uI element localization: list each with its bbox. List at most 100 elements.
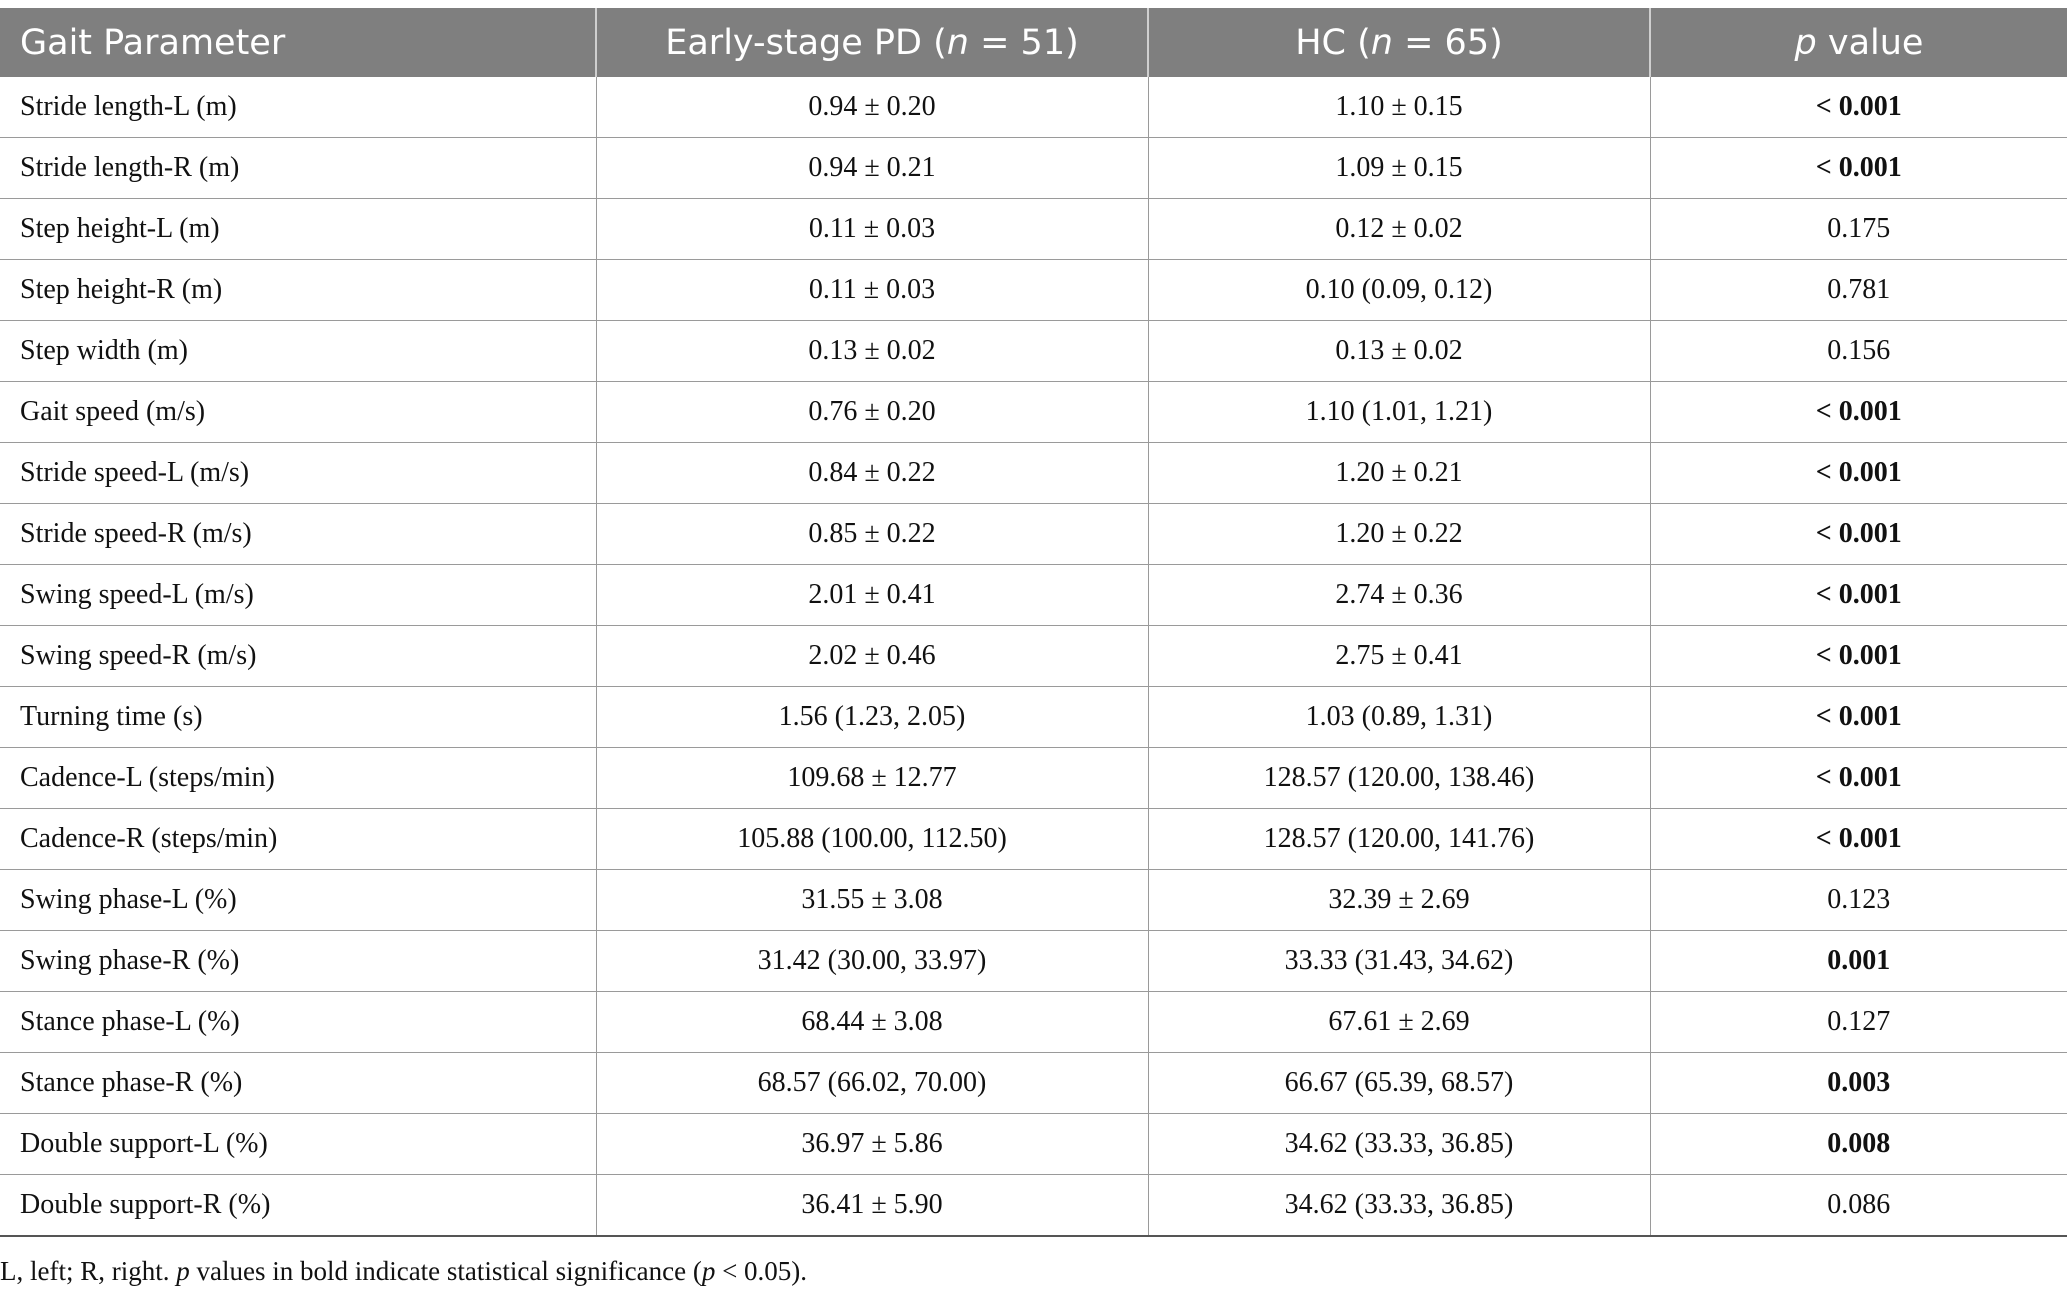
table-row: Double support-L (%) 36.97 ± 5.86 34.62 (3…: [0, 1113, 2067, 1175]
table-row: Gait speed (m/s) 0.76 ± 0.20 1.10 (1.01, 1…: [0, 381, 2067, 443]
table-row: Step height-R (m) 0.11 ± 0.03 0.10 (0.09, …: [0, 259, 2067, 321]
cell-parameter: Swing phase-L (%): [0, 869, 597, 931]
table-row: Stance phase-L (%) 68.44 ± 3.08 67.61 ± 2.…: [0, 991, 2067, 1053]
cell-early-stage-pd: 109.68 ± 12.77: [596, 747, 1149, 809]
cell-early-stage-pd: 0.13 ± 0.02: [596, 320, 1149, 382]
cell-p-value: < 0.001: [1650, 381, 2067, 443]
cell-early-stage-pd: 68.44 ± 3.08: [596, 991, 1149, 1053]
table-row: Swing phase-L (%) 31.55 ± 3.08 32.39 ± 2.6…: [0, 869, 2067, 931]
table-row: Double support-R (%) 36.41 ± 5.90 34.62 (3…: [0, 1174, 2067, 1237]
cell-parameter: Gait speed (m/s): [0, 381, 597, 443]
cell-hc: 1.20 ± 0.21: [1148, 442, 1651, 504]
table-header: Gait Parameter Early-stage PD (n = 51) H…: [0, 8, 2067, 77]
cell-parameter: Turning time (s): [0, 686, 597, 748]
cell-parameter: Stride speed-R (m/s): [0, 503, 597, 565]
cell-early-stage-pd: 36.41 ± 5.90: [596, 1174, 1149, 1237]
table-row: Stride speed-L (m/s) 0.84 ± 0.22 1.20 ± 0.…: [0, 442, 2067, 504]
cell-early-stage-pd: 0.85 ± 0.22: [596, 503, 1149, 565]
cell-p-value: < 0.001: [1650, 564, 2067, 626]
table-row: Step height-L (m) 0.11 ± 0.03 0.12 ± 0.02 0…: [0, 198, 2067, 260]
cell-early-stage-pd: 0.11 ± 0.03: [596, 198, 1149, 260]
cell-early-stage-pd: 36.97 ± 5.86: [596, 1113, 1149, 1175]
table-row: Swing phase-R (%) 31.42 (30.00, 33.97) 33.…: [0, 930, 2067, 992]
cell-p-value: 0.781: [1650, 259, 2067, 321]
cell-p-value: 0.123: [1650, 869, 2067, 931]
cell-p-value: < 0.001: [1650, 137, 2067, 199]
cell-hc: 34.62 (33.33, 36.85): [1148, 1174, 1651, 1237]
cell-parameter: Stride length-R (m): [0, 137, 597, 199]
table-row: Swing speed-L (m/s) 2.01 ± 0.41 2.74 ± 0.3…: [0, 564, 2067, 626]
cell-hc: 67.61 ± 2.69: [1148, 991, 1651, 1053]
cell-p-value: 0.086: [1650, 1174, 2067, 1237]
cell-hc: 32.39 ± 2.69: [1148, 869, 1651, 931]
cell-early-stage-pd: 0.84 ± 0.22: [596, 442, 1149, 504]
cell-parameter: Stance phase-L (%): [0, 991, 597, 1053]
cell-early-stage-pd: 105.88 (100.00, 112.50): [596, 808, 1149, 870]
table-row: Stride length-R (m) 0.94 ± 0.21 1.09 ± 0.1…: [0, 137, 2067, 199]
cell-parameter: Swing phase-R (%): [0, 930, 597, 992]
cell-parameter: Cadence-L (steps/min): [0, 747, 597, 809]
cell-p-value: 0.156: [1650, 320, 2067, 382]
table-row: Stance phase-R (%) 68.57 (66.02, 70.00) 66…: [0, 1052, 2067, 1114]
header-early-stage-pd: Early-stage PD (n = 51): [596, 8, 1149, 77]
table-row: Turning time (s) 1.56 (1.23, 2.05) 1.03 (0…: [0, 686, 2067, 748]
cell-early-stage-pd: 0.94 ± 0.21: [596, 137, 1149, 199]
cell-early-stage-pd: 31.55 ± 3.08: [596, 869, 1149, 931]
cell-hc: 1.03 (0.89, 1.31): [1148, 686, 1651, 748]
cell-hc: 1.10 ± 0.15: [1148, 77, 1651, 138]
cell-early-stage-pd: 68.57 (66.02, 70.00): [596, 1052, 1149, 1114]
cell-early-stage-pd: 0.11 ± 0.03: [596, 259, 1149, 321]
cell-parameter: Cadence-R (steps/min): [0, 808, 597, 870]
cell-early-stage-pd: 0.94 ± 0.20: [596, 77, 1149, 138]
cell-hc: 1.09 ± 0.15: [1148, 137, 1651, 199]
cell-parameter: Swing speed-L (m/s): [0, 564, 597, 626]
cell-p-value: 0.001: [1650, 930, 2067, 992]
gait-parameter-table: Gait Parameter Early-stage PD (n = 51) H…: [0, 8, 2067, 1237]
cell-early-stage-pd: 1.56 (1.23, 2.05): [596, 686, 1149, 748]
cell-parameter: Stance phase-R (%): [0, 1052, 597, 1114]
header-hc: HC (n = 65): [1148, 8, 1651, 77]
cell-p-value: < 0.001: [1650, 625, 2067, 687]
cell-p-value: 0.127: [1650, 991, 2067, 1053]
cell-early-stage-pd: 2.02 ± 0.46: [596, 625, 1149, 687]
cell-parameter: Swing speed-R (m/s): [0, 625, 597, 687]
table-row: Swing speed-R (m/s) 2.02 ± 0.46 2.75 ± 0.4…: [0, 625, 2067, 687]
cell-hc: 34.62 (33.33, 36.85): [1148, 1113, 1651, 1175]
table-body: Stride length-L (m) 0.94 ± 0.20 1.10 ± 0.1…: [0, 77, 2067, 1237]
cell-hc: 1.20 ± 0.22: [1148, 503, 1651, 565]
cell-p-value: < 0.001: [1650, 77, 2067, 138]
cell-parameter: Double support-R (%): [0, 1174, 597, 1237]
header-p-value: p value: [1650, 8, 2067, 77]
cell-hc: 2.74 ± 0.36: [1148, 564, 1651, 626]
cell-hc: 0.10 (0.09, 0.12): [1148, 259, 1651, 321]
table-row: Cadence-L (steps/min) 109.68 ± 12.77 128.5…: [0, 747, 2067, 809]
cell-parameter: Stride length-L (m): [0, 77, 597, 138]
cell-hc: 33.33 (31.43, 34.62): [1148, 930, 1651, 992]
cell-hc: 0.12 ± 0.02: [1148, 198, 1651, 260]
cell-early-stage-pd: 31.42 (30.00, 33.97): [596, 930, 1149, 992]
cell-parameter: Step width (m): [0, 320, 597, 382]
cell-parameter: Step height-R (m): [0, 259, 597, 321]
cell-hc: 0.13 ± 0.02: [1148, 320, 1651, 382]
header-gait-parameter: Gait Parameter: [0, 8, 597, 77]
cell-hc: 128.57 (120.00, 141.76): [1148, 808, 1651, 870]
cell-p-value: 0.175: [1650, 198, 2067, 260]
cell-p-value: 0.008: [1650, 1113, 2067, 1175]
cell-p-value: < 0.001: [1650, 503, 2067, 565]
cell-parameter: Stride speed-L (m/s): [0, 442, 597, 504]
cell-p-value: < 0.001: [1650, 747, 2067, 809]
cell-hc: 128.57 (120.00, 138.46): [1148, 747, 1651, 809]
cell-hc: 2.75 ± 0.41: [1148, 625, 1651, 687]
table-container: Gait Parameter Early-stage PD (n = 51) H…: [0, 8, 2067, 1237]
cell-hc: 66.67 (65.39, 68.57): [1148, 1052, 1651, 1114]
cell-early-stage-pd: 0.76 ± 0.20: [596, 381, 1149, 443]
cell-p-value: 0.003: [1650, 1052, 2067, 1114]
cell-p-value: < 0.001: [1650, 442, 2067, 504]
table-footnote: L, left; R, right. p values in bold indi…: [0, 1256, 808, 1286]
cell-p-value: < 0.001: [1650, 686, 2067, 748]
table-row: Cadence-R (steps/min) 105.88 (100.00, 112…: [0, 808, 2067, 870]
cell-parameter: Step height-L (m): [0, 198, 597, 260]
cell-early-stage-pd: 2.01 ± 0.41: [596, 564, 1149, 626]
table-row: Step width (m) 0.13 ± 0.02 0.13 ± 0.02 0.15…: [0, 320, 2067, 382]
table-row: Stride speed-R (m/s) 0.85 ± 0.22 1.20 ± 0.…: [0, 503, 2067, 565]
